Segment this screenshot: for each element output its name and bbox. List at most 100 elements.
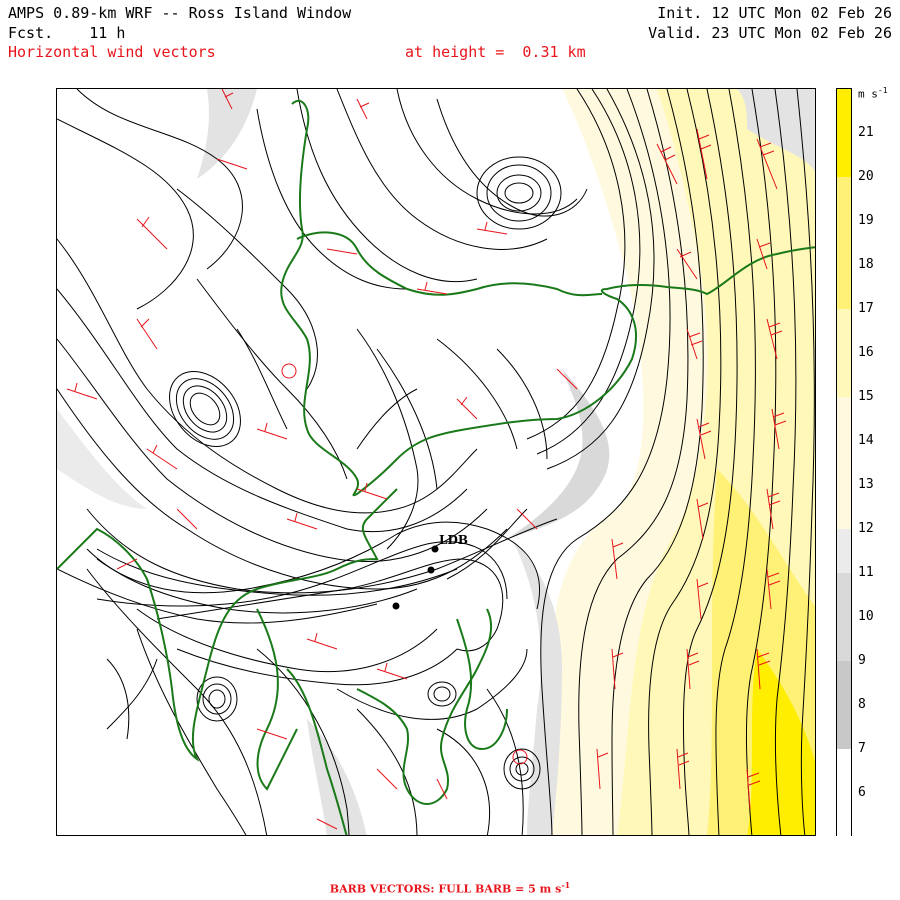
shade-gray-coast — [507, 369, 610, 539]
colorbar-tick-label: 12 — [858, 521, 874, 536]
streamline — [496, 348, 548, 460]
streamline — [396, 89, 578, 215]
cb-segment — [837, 749, 851, 837]
streamline — [745, 89, 777, 835]
wind-barb — [756, 648, 771, 690]
wind-barb — [686, 648, 700, 690]
shade-gray-nw — [197, 89, 257, 179]
streamline — [57, 118, 194, 310]
calm-circle — [281, 363, 297, 379]
barb-legend: BARB VECTORS: FULL BARB = 5 m s-1 — [0, 880, 900, 896]
colorbar-tick-label: 16 — [858, 345, 874, 360]
streamline — [376, 348, 438, 490]
station-dot — [427, 566, 435, 574]
wind-barb — [771, 408, 787, 450]
cb-unit-base: m s — [858, 87, 878, 101]
vortex-ring — [486, 164, 552, 222]
wind-barb — [476, 221, 508, 235]
streamline — [106, 658, 158, 730]
cb-segment — [837, 661, 851, 749]
station-markers — [392, 545, 439, 610]
streamline — [540, 89, 671, 835]
coastline — [456, 618, 508, 751]
init-time: Init. 12 UTC Mon 02 Feb 26 — [657, 4, 892, 22]
streamline — [356, 388, 418, 450]
coastline — [280, 99, 815, 497]
streamline — [96, 548, 458, 596]
barb-legend-text: BARB VECTORS: FULL BARB = 5 m s — [329, 882, 562, 896]
streamline — [96, 541, 508, 607]
colorbar-tick-label: 11 — [858, 565, 874, 580]
streamline — [176, 648, 458, 686]
colorbar-tick-label: 15 — [858, 389, 874, 404]
colorbar-tick-label: 20 — [858, 169, 874, 184]
vortex-ring — [433, 686, 451, 702]
colorbar-tick-label: 7 — [858, 741, 866, 756]
wind-barb — [356, 482, 388, 500]
wind-barb — [356, 98, 370, 120]
wind-barb — [136, 216, 168, 250]
wind-barb — [766, 318, 783, 360]
wind-barb — [676, 248, 698, 280]
streamline — [57, 568, 378, 624]
cb-segment — [837, 397, 851, 529]
wind-barb — [596, 748, 609, 790]
wind-barb — [221, 89, 234, 110]
wind-barb — [766, 488, 781, 530]
wind-barb — [656, 143, 678, 185]
wind-barb — [216, 158, 248, 170]
wind-barb — [176, 508, 198, 530]
streamline — [136, 608, 438, 673]
streamline — [57, 338, 488, 562]
wind-barb — [376, 662, 408, 680]
wind-barb — [286, 512, 318, 530]
wind-barb — [316, 818, 338, 830]
wind-barb — [686, 328, 703, 360]
height-label: at height = 0.31 km — [405, 43, 586, 61]
streamline — [106, 658, 130, 740]
colorbar-tick-label: 9 — [858, 653, 866, 668]
coastline — [57, 488, 398, 762]
coastline — [256, 608, 298, 791]
cb-segment — [837, 529, 851, 573]
streamline — [296, 89, 478, 283]
streamline — [96, 521, 541, 610]
cb-segment — [837, 89, 851, 177]
vortex-ring — [503, 748, 541, 790]
barb-legend-exp: -1 — [561, 880, 571, 890]
wind-barbs — [66, 89, 787, 830]
station-label-ldb: LDB — [439, 533, 468, 547]
wind-barb — [611, 538, 624, 580]
field-name: Horizontal wind vectors — [8, 43, 216, 61]
streamline — [57, 288, 468, 533]
colorbar-tick-label: 21 — [858, 125, 874, 140]
colorbar-tick-label: 6 — [858, 785, 866, 800]
vortex-ring — [189, 392, 221, 426]
streamline — [256, 108, 408, 290]
vortex-ring — [175, 378, 235, 440]
streamlines — [57, 89, 815, 835]
colorbar-tick-label: 19 — [858, 213, 874, 228]
fcst-value: 11 h — [89, 24, 126, 42]
vortex-ring — [208, 689, 226, 709]
colorbar-tick-label: 17 — [858, 301, 874, 316]
streamline — [436, 728, 491, 835]
streamline — [436, 98, 588, 217]
cb-segment — [837, 309, 851, 397]
wind-barb — [376, 768, 398, 790]
streamline — [176, 188, 318, 390]
streamline — [336, 89, 548, 250]
streamline — [446, 508, 528, 580]
wind-barb — [416, 281, 448, 295]
vortex-ring — [504, 182, 534, 204]
wind-barb — [256, 728, 288, 740]
vortex-ring — [515, 762, 529, 776]
wind-barb — [746, 768, 761, 810]
streamline — [436, 338, 518, 450]
coastline — [356, 608, 493, 805]
wind-barb — [696, 498, 709, 540]
streamline — [546, 89, 655, 470]
streamline — [796, 89, 815, 835]
wind-barb — [756, 238, 771, 270]
wind-speed-shading — [57, 89, 815, 835]
